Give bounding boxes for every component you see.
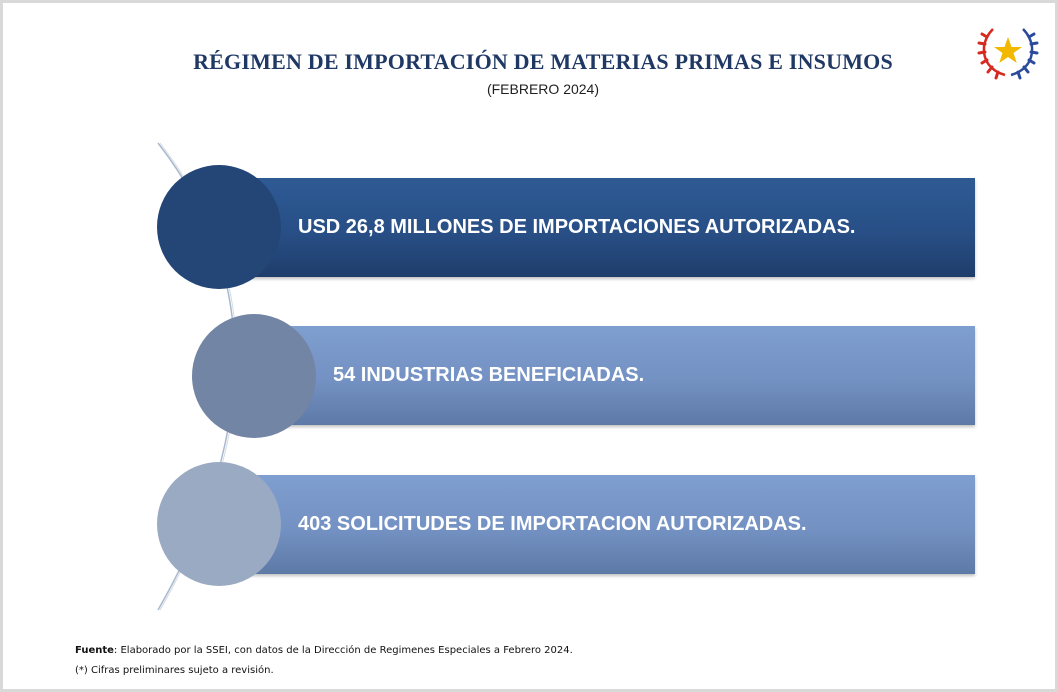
- source-text: : Elaborado por la SSEI, con datos de la…: [113, 645, 573, 656]
- stat-label-imports: USD 26,8 MILLONES DE IMPORTACIONES AUTOR…: [298, 216, 856, 238]
- circle-marker-3: [157, 462, 281, 586]
- circle-marker-1: [157, 165, 281, 289]
- star-emblem-icon: [977, 28, 1039, 80]
- source-label: Fuente: [75, 645, 114, 656]
- page-title: RÉGIMEN DE IMPORTACIÓN DE MATERIAS PRIMA…: [193, 49, 893, 74]
- stat-bar-industries: 54 INDUSTRIAS BENEFICIADAS.: [273, 326, 975, 425]
- source-footnote: Fuente: Elaborado por la SSEI, con datos…: [75, 645, 573, 656]
- preliminary-note: (*) Cifras preliminares sujeto a revisió…: [75, 665, 274, 676]
- circle-marker-2: [192, 314, 316, 438]
- page-subtitle: (FEBRERO 2024): [486, 81, 600, 97]
- stat-bar-requests: 403 SOLICITUDES DE IMPORTACION AUTORIZAD…: [238, 475, 975, 574]
- stat-bar-imports: USD 26,8 MILLONES DE IMPORTACIONES AUTOR…: [238, 178, 975, 277]
- stat-label-requests: 403 SOLICITUDES DE IMPORTACION AUTORIZAD…: [298, 513, 807, 535]
- stat-label-industries: 54 INDUSTRIAS BENEFICIADAS.: [333, 364, 645, 386]
